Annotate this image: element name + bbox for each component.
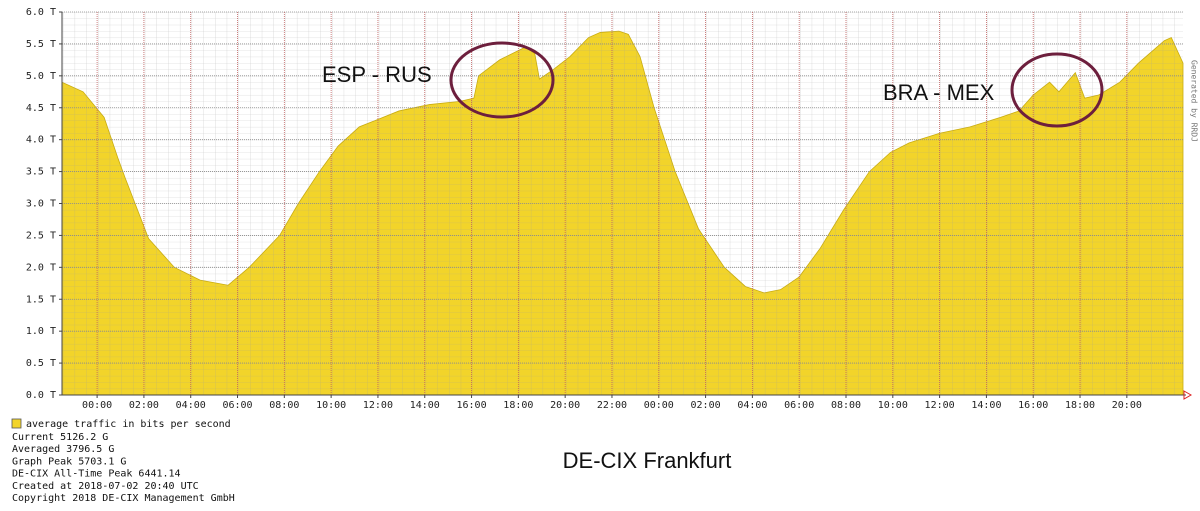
x-tick-label: 20:00 bbox=[1112, 400, 1142, 411]
y-tick-label: 1.0 T bbox=[26, 326, 56, 337]
stat-line: Created at 2018-07-02 20:40 UTC bbox=[12, 481, 199, 492]
grid-layer bbox=[59, 11, 1183, 398]
stat-line: Graph Peak 5703.1 G bbox=[12, 456, 126, 467]
y-tick-label: 3.5 T bbox=[26, 167, 56, 178]
y-tick-label: 5.0 T bbox=[26, 71, 56, 82]
y-tick-label: 2.0 T bbox=[26, 262, 56, 273]
watermark: Generated by RRDJ bbox=[1190, 60, 1199, 142]
x-tick-label: 02:00 bbox=[129, 400, 159, 411]
x-tick-label: 20:00 bbox=[550, 400, 580, 411]
highlight-ellipse bbox=[449, 41, 555, 119]
y-tick-label: 6.0 T bbox=[26, 7, 56, 18]
stat-line: DE-CIX All-Time Peak 6441.14 bbox=[12, 469, 181, 480]
x-tick-label: 10:00 bbox=[878, 400, 908, 411]
axis-arrow bbox=[1183, 390, 1193, 400]
chart-subtitle: DE-CIX Frankfurt bbox=[563, 448, 732, 473]
x-tick-label: 16:00 bbox=[456, 400, 486, 411]
x-tick-label: 12:00 bbox=[363, 400, 393, 411]
x-tick-label: 10:00 bbox=[316, 400, 346, 411]
x-tick-label: 02:00 bbox=[691, 400, 721, 411]
annotation: ESP - RUS bbox=[322, 62, 432, 87]
legend-label: average traffic in bits per second bbox=[26, 419, 231, 430]
y-tick-label: 2.5 T bbox=[26, 230, 56, 241]
stat-line: Copyright 2018 DE-CIX Management GmbH bbox=[12, 493, 235, 504]
y-tick-label: 3.0 T bbox=[26, 199, 56, 210]
x-tick-label: 14:00 bbox=[971, 400, 1001, 411]
x-tick-label: 06:00 bbox=[784, 400, 814, 411]
legend-swatch bbox=[11, 418, 22, 429]
y-tick-label: 4.5 T bbox=[26, 103, 56, 114]
text-layer: 0.0 T 0.5 T 1.0 T 1.5 T 2.0 T 2.5 T 3.0 T 3.5 T… bbox=[12, 7, 1142, 504]
x-tick-label: 18:00 bbox=[1065, 400, 1095, 411]
y-tick-label: 4.0 T bbox=[26, 135, 56, 146]
x-tick-label: 22:00 bbox=[597, 400, 627, 411]
x-tick-label: 12:00 bbox=[925, 400, 955, 411]
x-tick-label: 16:00 bbox=[1018, 400, 1048, 411]
y-tick-label: 0.0 T bbox=[26, 390, 56, 401]
x-tick-label: 14:00 bbox=[410, 400, 440, 411]
stat-line: Averaged 3796.5 G bbox=[12, 444, 114, 455]
y-tick-label: 5.5 T bbox=[26, 39, 56, 50]
stat-line: Current 5126.2 G bbox=[12, 432, 108, 443]
x-tick-label: 08:00 bbox=[831, 400, 861, 411]
highlight-ellipse bbox=[1010, 52, 1104, 128]
x-tick-label: 06:00 bbox=[222, 400, 252, 411]
x-tick-label: 00:00 bbox=[82, 400, 112, 411]
x-tick-label: 04:00 bbox=[176, 400, 206, 411]
y-tick-label: 0.5 T bbox=[26, 358, 56, 369]
x-tick-label: 04:00 bbox=[737, 400, 767, 411]
y-tick-label: 1.5 T bbox=[26, 294, 56, 305]
x-tick-label: 08:00 bbox=[269, 400, 299, 411]
x-tick-label: 00:00 bbox=[644, 400, 674, 411]
annotation: BRA - MEX bbox=[883, 80, 995, 105]
x-tick-label: 18:00 bbox=[503, 400, 533, 411]
